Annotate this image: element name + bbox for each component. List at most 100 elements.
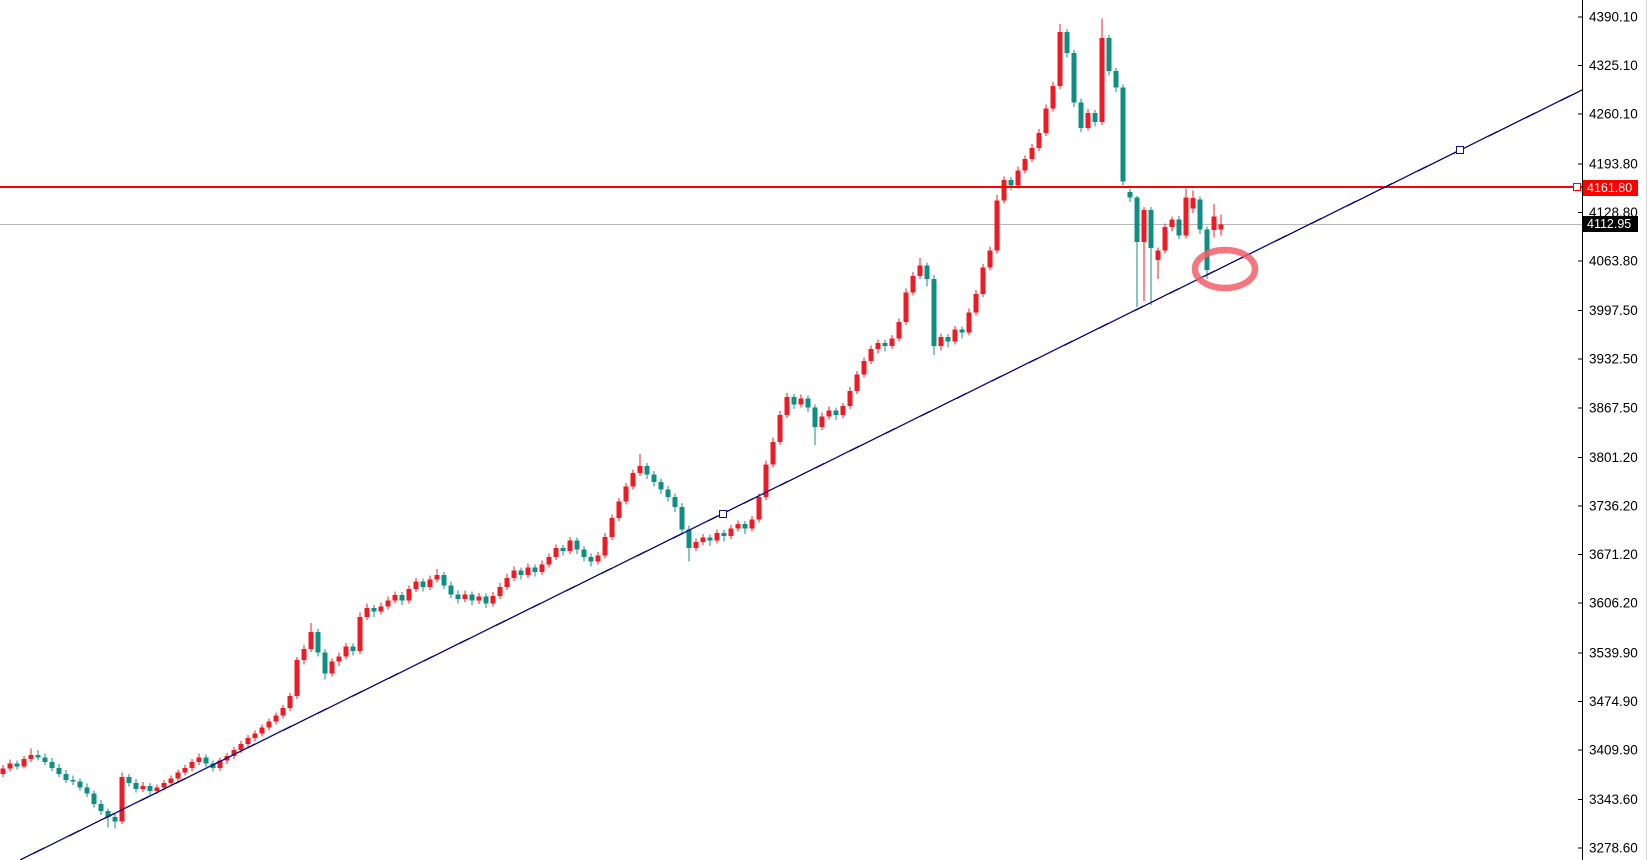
candle-body	[406, 589, 412, 601]
candle-body	[847, 390, 853, 406]
candle-body	[595, 555, 601, 562]
candle-body	[721, 533, 727, 537]
candle-body	[1155, 250, 1161, 261]
candle-body	[581, 549, 587, 557]
candle-body	[567, 540, 573, 552]
candle-body	[483, 596, 489, 604]
candle-body	[812, 407, 818, 427]
candle-body	[70, 779, 76, 782]
candle-body	[854, 374, 860, 391]
candle-body	[392, 595, 398, 601]
candle-body	[175, 772, 181, 779]
candle-body	[707, 537, 713, 541]
candle-body	[413, 581, 419, 590]
axis-tick-label: 3671.20	[1589, 547, 1638, 562]
candle-body	[532, 567, 538, 572]
candle-body	[1071, 52, 1077, 103]
candle-body	[1008, 180, 1014, 186]
candle-body	[588, 556, 594, 562]
candle-body	[399, 595, 405, 601]
candle-body	[1211, 216, 1217, 231]
candle-body	[322, 652, 328, 674]
candle-body	[1113, 70, 1119, 88]
candle-body	[1022, 159, 1028, 171]
trendline-handle[interactable]	[1455, 145, 1465, 155]
candle-body	[553, 548, 559, 557]
candle-body	[700, 537, 706, 543]
candle-body	[798, 398, 804, 405]
candle-body	[112, 817, 118, 822]
candle-body	[189, 761, 195, 768]
candle-body	[931, 278, 937, 347]
candle-body	[546, 556, 552, 565]
candle-body	[133, 782, 139, 789]
candle-body	[609, 518, 615, 537]
candle-body	[574, 540, 580, 550]
candle-body	[861, 361, 867, 375]
axis-tick-label: 4390.10	[1589, 10, 1638, 25]
candle-wick	[107, 808, 109, 828]
candle-body	[1162, 227, 1168, 251]
candle-body	[945, 337, 951, 342]
candle-body	[1176, 219, 1182, 236]
trendline-handle[interactable]	[718, 509, 728, 519]
candle-body	[217, 760, 223, 768]
candle-body	[168, 778, 174, 783]
candle-body	[658, 482, 664, 490]
candle-body	[329, 661, 335, 674]
axis-tick-label: 3997.50	[1589, 303, 1638, 318]
candle-body	[756, 497, 762, 520]
candle-body	[819, 416, 825, 427]
candle-body	[497, 586, 503, 596]
candle-wick	[1150, 207, 1152, 305]
candle-body	[770, 441, 776, 465]
candle-body	[1036, 132, 1042, 148]
candle-body	[371, 607, 377, 612]
candle-body	[735, 524, 741, 529]
candle-body	[973, 293, 979, 313]
candle-body	[693, 542, 699, 549]
candle-body	[749, 519, 755, 529]
candle-body	[1057, 32, 1063, 86]
candle-body	[161, 782, 167, 788]
candle-body	[504, 577, 510, 587]
candle-body	[686, 529, 692, 549]
highlight-ellipse[interactable]	[1191, 246, 1259, 292]
candle-body	[987, 250, 993, 268]
candle-body	[378, 606, 384, 612]
candle-body	[259, 727, 265, 734]
candle-body	[238, 743, 244, 750]
axis-tick-label: 3278.60	[1589, 841, 1638, 856]
candle-body	[280, 708, 286, 716]
candle-body	[441, 574, 447, 586]
candle-body	[462, 594, 468, 599]
candle-body	[343, 646, 349, 657]
candle-body	[1043, 108, 1049, 133]
candle-body	[1218, 224, 1224, 230]
candle-body	[1148, 210, 1154, 249]
candle-body	[420, 581, 426, 587]
candle-body	[763, 464, 769, 498]
trendline[interactable]	[19, 89, 1583, 860]
candle-body	[791, 396, 797, 405]
candle-body	[455, 594, 461, 599]
candle-body	[1197, 199, 1203, 230]
candle-body	[266, 721, 272, 728]
price-axis-background	[1583, 0, 1648, 860]
candle-body	[805, 398, 811, 408]
axis-tick-label: 3474.90	[1589, 694, 1638, 709]
candle-body	[357, 616, 363, 652]
candle-body	[294, 660, 300, 697]
axis-tick-label: 3539.90	[1589, 645, 1638, 660]
candle-body	[56, 767, 62, 774]
candle-body	[91, 793, 97, 804]
resistance-hline-handle[interactable]	[1572, 182, 1582, 192]
candle-body	[308, 631, 314, 649]
candle-body	[1106, 38, 1112, 71]
candle-body	[714, 533, 720, 541]
axis-tick-label: 3867.50	[1589, 400, 1638, 415]
candle-body	[231, 749, 237, 756]
candle-body	[140, 785, 146, 789]
candle-body	[350, 646, 356, 652]
